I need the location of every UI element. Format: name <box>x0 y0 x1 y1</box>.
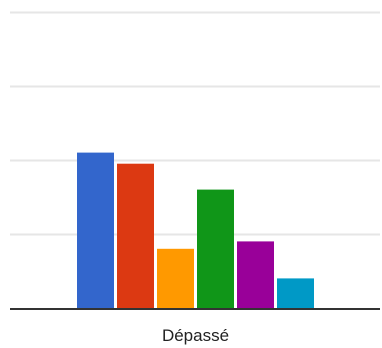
bar-series-3[interactable] <box>157 248 194 308</box>
bar-series-1[interactable] <box>77 152 114 308</box>
bar-series-5[interactable] <box>237 241 274 308</box>
bar-series-4[interactable] <box>197 189 234 308</box>
category-label: Dépassé <box>162 326 229 345</box>
gridlines <box>10 11 380 236</box>
bar-series-2[interactable] <box>117 163 154 308</box>
bar-series-6[interactable] <box>277 278 314 308</box>
bars <box>77 152 314 308</box>
